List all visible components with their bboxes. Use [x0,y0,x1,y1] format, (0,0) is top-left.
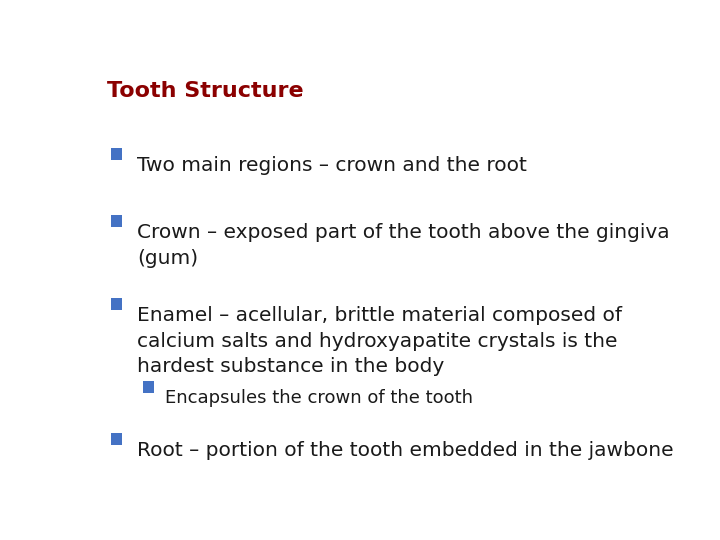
FancyBboxPatch shape [111,433,122,445]
FancyBboxPatch shape [111,148,122,160]
FancyBboxPatch shape [111,298,122,310]
Text: Crown – exposed part of the tooth above the gingiva
(gum): Crown – exposed part of the tooth above … [138,223,670,267]
Text: Encapsules the crown of the tooth: Encapsules the crown of the tooth [166,389,473,407]
FancyBboxPatch shape [111,215,122,227]
Text: Tooth Structure: Tooth Structure [107,82,303,102]
Text: Two main regions – crown and the root: Two main regions – crown and the root [138,156,527,176]
Text: Enamel – acellular, brittle material composed of
calcium salts and hydroxyapatit: Enamel – acellular, brittle material com… [138,306,622,376]
Text: Root – portion of the tooth embedded in the jawbone: Root – portion of the tooth embedded in … [138,441,674,460]
FancyBboxPatch shape [143,381,154,393]
